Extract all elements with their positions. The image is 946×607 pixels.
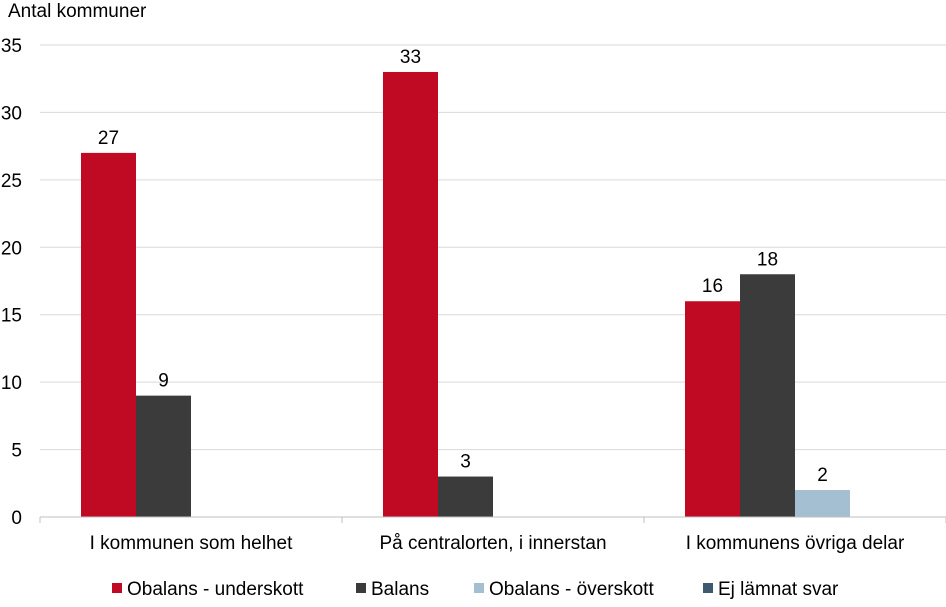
legend-label: Obalans - överskott	[489, 579, 654, 600]
bar	[438, 476, 493, 517]
bar	[795, 490, 850, 517]
legend-swatch	[703, 583, 713, 593]
y-tick-label: 25	[1, 171, 22, 192]
data-label: 33	[400, 47, 421, 68]
data-label: 16	[702, 276, 723, 297]
legend-label: Obalans - underskott	[127, 579, 304, 600]
bar	[81, 152, 136, 517]
legend: Obalans - underskott Balans Obalans - över…	[112, 579, 839, 600]
legend-swatch	[474, 583, 484, 593]
legend-swatch	[356, 583, 366, 593]
legend-label: Balans	[371, 579, 429, 600]
y-tick-label: 15	[1, 306, 22, 327]
bar	[383, 71, 438, 517]
legend-label: Ej lämnat svar	[718, 579, 839, 600]
y-axis-label: Antal kommuner	[8, 1, 147, 22]
axes: 0 5 10 15 20 25 30 35 I kommunen som helhet På ce…	[1, 36, 946, 554]
x-tick-label: I kommunens övriga delar	[686, 533, 905, 554]
y-tick-label: 0	[11, 508, 22, 529]
legend-swatch	[112, 583, 122, 593]
y-tick-label: 10	[1, 373, 22, 394]
bar	[740, 274, 795, 517]
bar	[685, 301, 740, 517]
data-label: 3	[460, 452, 471, 473]
y-tick-label: 5	[11, 441, 22, 462]
y-tick-label: 30	[1, 103, 22, 124]
data-label: 2	[817, 465, 828, 486]
y-tick-label: 20	[1, 238, 22, 259]
gridlines	[40, 44, 946, 451]
y-tick-label: 35	[1, 36, 22, 57]
x-tick-label: På centralorten, i innerstan	[379, 533, 606, 554]
data-label: 18	[757, 249, 778, 270]
bar	[136, 395, 191, 517]
x-tick-label: I kommunen som helhet	[90, 533, 293, 554]
data-label: 9	[158, 371, 169, 392]
data-label: 27	[98, 128, 119, 149]
